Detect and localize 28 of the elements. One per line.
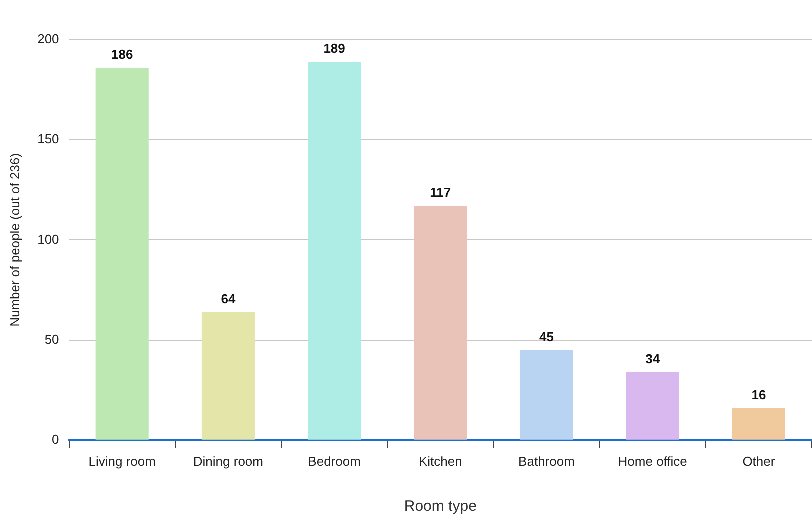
bar [414,206,468,440]
x-tick-label: Other [742,454,776,469]
bar [626,372,680,440]
data-label: 117 [430,185,452,200]
data-label: 64 [221,291,236,306]
bar [308,62,362,440]
y-tick-label: 100 [38,232,60,247]
y-tick-label: 50 [44,332,60,347]
data-label: 34 [646,351,661,366]
data-label: 16 [752,387,766,402]
data-label: 186 [111,47,134,62]
y-tick-label: 150 [38,132,60,147]
x-axis-title: Room type [404,498,477,516]
x-tick-label: Kitchen [418,454,462,469]
x-tick-label: Dining room [193,454,264,469]
y-tick-label: 0 [52,432,60,447]
bar [202,312,255,440]
y-tick-label: 200 [38,32,60,47]
x-tick-label: Bedroom [308,454,361,469]
y-axis-title: Number of people (out of 236) [7,153,22,327]
bar [96,68,149,440]
data-label: 189 [324,41,346,56]
x-tick-label: Bathroom [518,454,575,469]
x-tick-label: Home office [618,454,688,469]
bar [520,350,574,440]
data-label: 45 [540,329,554,344]
bar [732,408,786,440]
x-tick-label: Living room [88,454,156,469]
